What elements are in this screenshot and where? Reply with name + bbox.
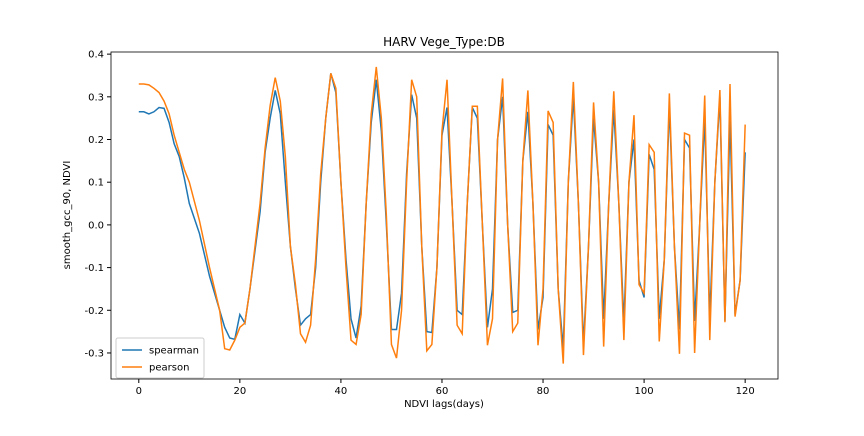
y-tick-label: -0.3 [84,348,104,359]
y-tick-label: 0.0 [88,220,104,231]
x-axis-label: NDVI lags(days) [404,399,484,410]
x-tick-label: 100 [635,386,654,397]
y-tick-label: 0.4 [88,50,104,61]
line-series [138,73,746,349]
legend-label: spearman [149,346,199,357]
legend-box [115,337,205,379]
y-tick-label: 0.2 [88,135,104,146]
plot-frame [110,51,779,380]
y-tick-label: 0.3 [88,92,104,103]
x-tick-label: 40 [335,386,348,397]
x-tick-label: 20 [233,386,246,397]
y-tick-label: -0.1 [84,263,104,274]
x-tick-label: 0 [136,386,142,397]
x-tick-label: 120 [736,386,755,397]
legend-label: pearson [149,363,189,374]
x-tick-label: 60 [436,386,449,397]
line-series [138,66,746,364]
chart-title: HARV Vege_Type:DB [383,35,505,49]
x-tick-label: 80 [537,386,550,397]
y-tick-label: 0.1 [88,178,104,189]
y-axis-label: smooth_gcc_90, NDVI [62,161,73,270]
y-tick-label: -0.2 [84,306,104,317]
